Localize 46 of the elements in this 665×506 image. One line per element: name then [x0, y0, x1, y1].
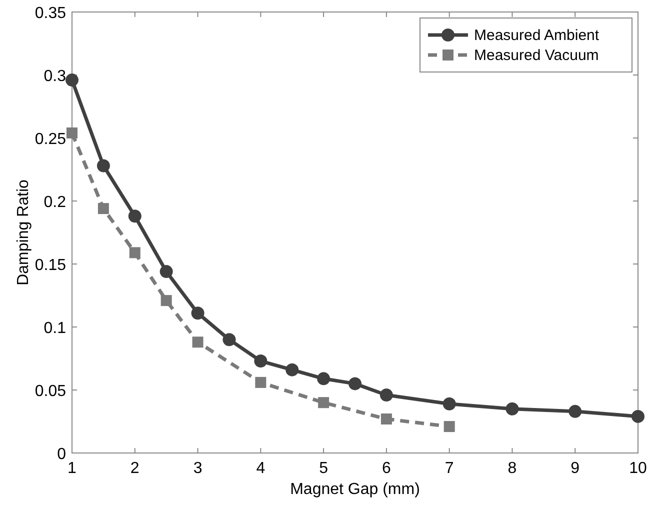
- legend-label: Measured Ambient: [474, 27, 600, 44]
- x-tick-label: 4: [256, 460, 266, 477]
- x-tick-label: 3: [193, 460, 202, 477]
- y-tick-label: 0.1: [44, 320, 66, 337]
- point: [128, 210, 142, 223]
- y-tick-label: 0.15: [34, 257, 66, 274]
- x-tick-label: 5: [319, 460, 328, 477]
- x-tick-label: 1: [68, 460, 77, 477]
- point: [160, 295, 172, 306]
- y-axis-title: Damping Ratio: [15, 179, 32, 286]
- point: [66, 127, 78, 138]
- point: [286, 363, 299, 376]
- point: [160, 265, 173, 278]
- x-tick-label: 6: [382, 460, 391, 477]
- y-tick-label: 0.05: [34, 383, 66, 400]
- point: [380, 413, 392, 424]
- point: [317, 372, 330, 386]
- point: [348, 377, 362, 390]
- point: [318, 397, 330, 408]
- x-tick-label: 10: [629, 460, 647, 477]
- point: [568, 404, 582, 418]
- y-tick-label: 0.25: [34, 131, 66, 148]
- point: [98, 203, 109, 214]
- x-tick-label: 8: [508, 460, 517, 477]
- x-tick-label: 7: [444, 460, 454, 477]
- point: [192, 336, 204, 348]
- point: [254, 354, 268, 368]
- point: [129, 247, 140, 258]
- y-tick-label: 0.2: [44, 194, 66, 211]
- y-tick-label: 0.3: [44, 68, 66, 85]
- point: [66, 74, 78, 87]
- point: [442, 397, 456, 410]
- point: [632, 410, 644, 423]
- point: [506, 402, 519, 416]
- point: [191, 306, 204, 320]
- y-tick-label: 0: [57, 446, 66, 463]
- x-tick-label: 2: [130, 460, 140, 477]
- point: [96, 159, 110, 172]
- point: [380, 388, 393, 402]
- x-axis-title: Magnet Gap (mm): [290, 481, 420, 498]
- point: [444, 421, 455, 432]
- point: [222, 333, 236, 346]
- x-tick-label: 9: [570, 460, 580, 477]
- legend-label: Measured Vacuum: [474, 47, 599, 64]
- y-tick-label: 0.35: [34, 5, 66, 22]
- point: [255, 376, 266, 388]
